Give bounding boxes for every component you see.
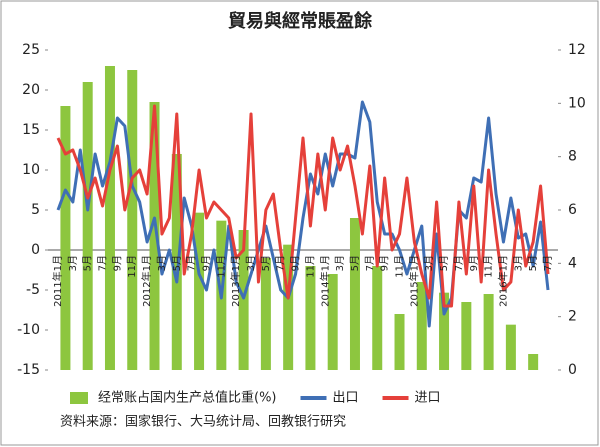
- bar: [349, 218, 360, 370]
- bar: [505, 324, 516, 370]
- x-tick-label: 3月: [245, 255, 257, 271]
- x-tick-label: 11月: [215, 255, 227, 278]
- bar: [194, 212, 205, 370]
- legend-label: 出口: [333, 391, 359, 406]
- bar: [238, 230, 249, 370]
- bar: [528, 354, 539, 370]
- y-tick-label: 5: [31, 202, 40, 218]
- y2-tick-label: 10: [568, 95, 586, 111]
- bar: [372, 266, 383, 370]
- x-tick-label: 9月: [290, 255, 302, 271]
- y-tick-label: 20: [22, 82, 40, 98]
- x-tick-label: 2016年1月: [496, 255, 509, 307]
- x-tick-label: 3月: [67, 255, 79, 271]
- x-tick-label: 9月: [111, 255, 123, 271]
- x-tick-label: 7月: [186, 255, 198, 271]
- legend-swatch: [70, 392, 88, 404]
- x-tick-label: 11月: [304, 255, 316, 278]
- y2-tick-label: 2: [568, 309, 577, 325]
- bar: [416, 282, 427, 370]
- bar: [171, 154, 182, 370]
- x-tick-label: 2011年1月: [51, 255, 64, 307]
- bar: [439, 292, 450, 370]
- x-tick-label: 3月: [423, 255, 435, 271]
- x-tick-label: 5月: [349, 255, 361, 271]
- x-tick-label: 7月: [275, 255, 287, 271]
- x-tick-label: 9月: [468, 255, 480, 271]
- y2-tick-label: 12: [568, 42, 586, 58]
- bar: [483, 294, 494, 370]
- y-tick-label: -5: [26, 282, 40, 298]
- x-tick-label: 5月: [171, 255, 183, 271]
- bar: [104, 66, 115, 370]
- bar: [260, 258, 271, 370]
- x-tick-label: 9月: [379, 255, 391, 271]
- x-tick-label: 7月: [364, 255, 376, 271]
- legend-label: 经常账占国内生产总值比重(%): [98, 390, 277, 406]
- bar: [394, 314, 405, 370]
- y-tick-label: 10: [22, 162, 40, 178]
- line: [56, 104, 550, 308]
- bar: [327, 274, 338, 370]
- x-tick-label: 5月: [82, 255, 94, 271]
- y-tick-label: 25: [22, 42, 40, 58]
- x-tick-label: 3月: [512, 255, 524, 271]
- x-tick-label: 5月: [438, 255, 450, 271]
- x-tick-label: 11月: [126, 255, 138, 278]
- bar: [283, 244, 294, 370]
- x-tick-label: 3月: [156, 255, 168, 271]
- x-tick-label: 9月: [200, 255, 212, 271]
- x-tick-label: 5月: [527, 255, 539, 271]
- x-tick-label: 11月: [483, 255, 495, 278]
- bar: [149, 102, 160, 370]
- bar: [461, 302, 472, 370]
- x-tick-label: 3月: [334, 255, 346, 271]
- line: [56, 100, 550, 328]
- bar: [60, 106, 71, 370]
- x-tick-label: 7月: [453, 255, 465, 271]
- y2-tick-label: 6: [568, 202, 577, 218]
- y-tick-label: -15: [17, 362, 40, 378]
- bar: [82, 82, 93, 370]
- chart-title: 貿易與經常賬盈餘: [228, 10, 373, 32]
- x-tick-label: 5月: [260, 255, 272, 271]
- x-tick-label: 7月: [97, 255, 109, 271]
- x-tick-label: 2012年1月: [140, 255, 153, 307]
- bar: [127, 70, 138, 370]
- y2-tick-label: 8: [568, 149, 577, 165]
- y2-tick-label: 0: [568, 362, 577, 378]
- x-tick-label: 2013年1月: [229, 255, 242, 307]
- y-tick-label: -10: [17, 322, 40, 338]
- bar: [305, 266, 316, 370]
- y2-tick-label: 4: [568, 255, 577, 271]
- x-tick-label: 2015年1月: [407, 255, 420, 307]
- x-tick-label: 11月: [394, 255, 406, 278]
- source-note: 资料来源：国家银行、大马统计局、回教银行研究: [60, 414, 346, 430]
- x-tick-label: 2014年1月: [318, 255, 331, 307]
- y-tick-label: 15: [22, 122, 40, 138]
- legend-label: 进口: [415, 391, 441, 406]
- x-tick-label: 7月: [542, 255, 554, 271]
- y-tick-label: 0: [31, 242, 40, 258]
